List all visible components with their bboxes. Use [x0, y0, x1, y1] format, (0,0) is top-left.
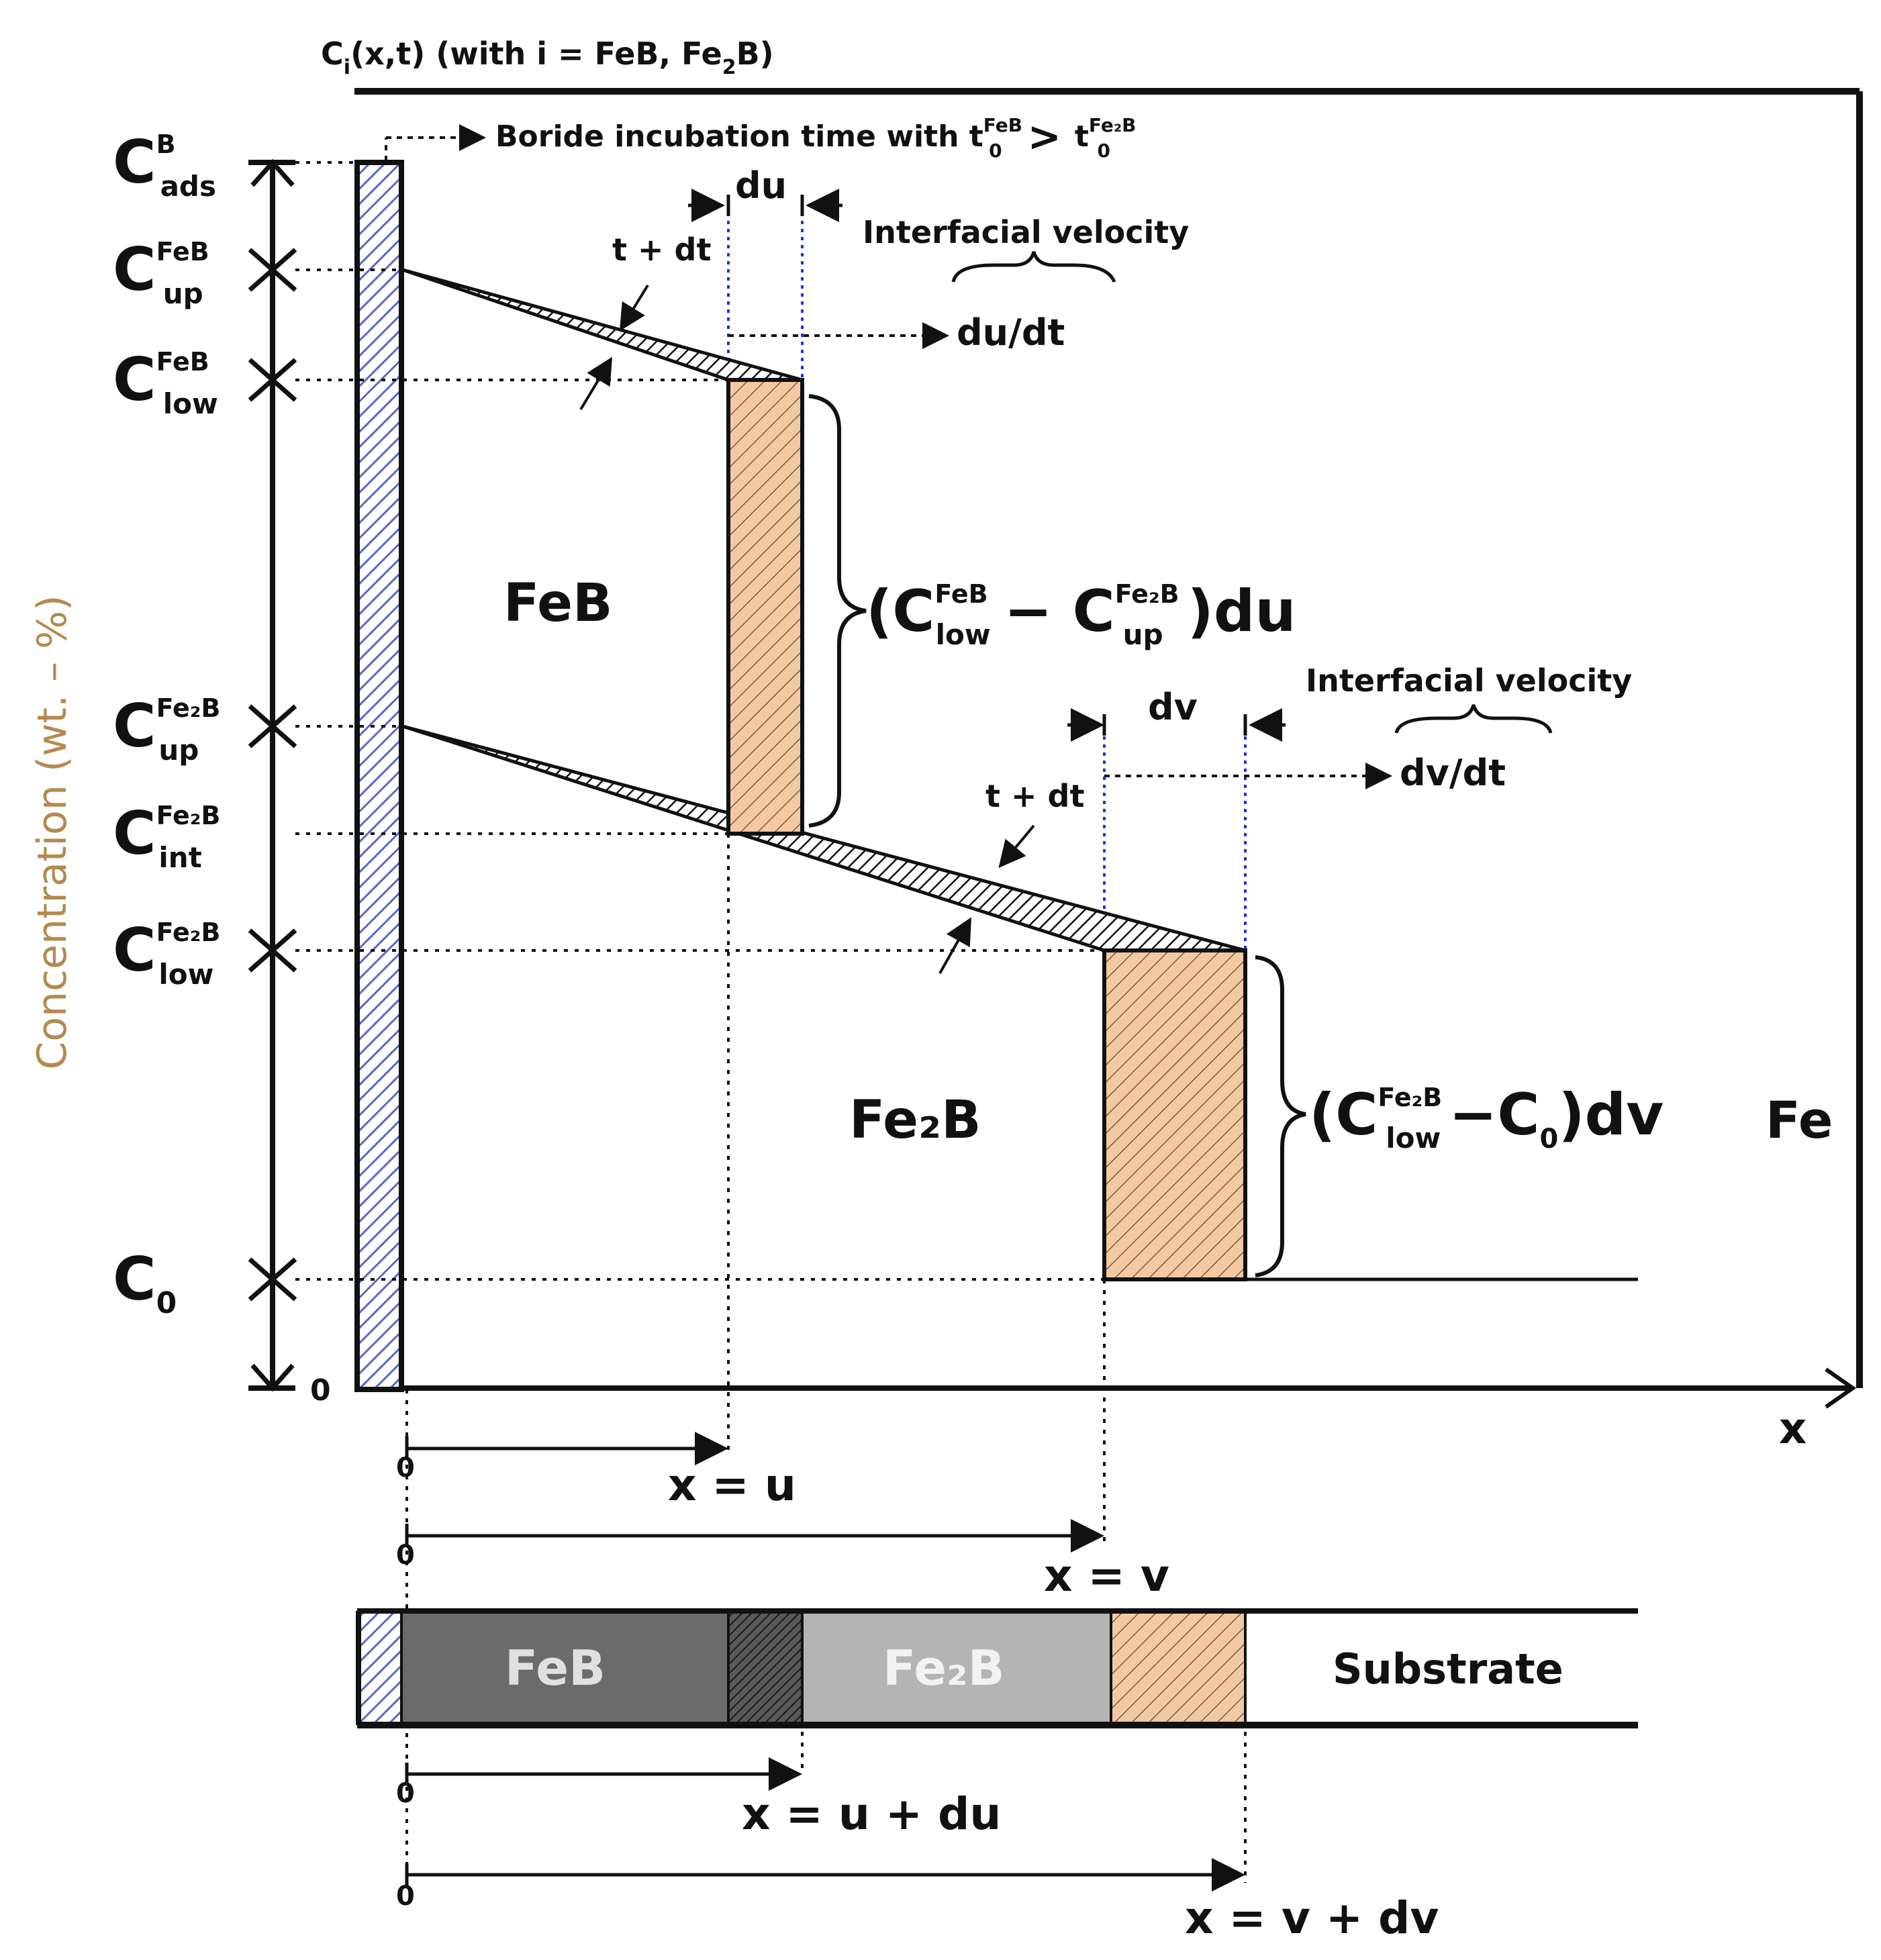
level-label-c-low-feb: CFeB low [113, 345, 218, 420]
du-marker [688, 189, 842, 222]
fe2b-brace [1255, 955, 1306, 1277]
t-dt-label-fe2b: t + dt [985, 778, 1084, 814]
adsorbed-boron-layer [354, 160, 404, 1392]
layer-strip [356, 1608, 1638, 1728]
interfacial-velocity-feb: Interfacial velocity [863, 214, 1189, 250]
incubation-label: Boride incubation time with tFeB 0 > tFe₂B 0 [495, 113, 1137, 162]
level-label-c-ads: CB ads [113, 128, 216, 203]
pos-x-u: x = u [668, 1459, 796, 1511]
origin-3: 0 [396, 1778, 415, 1809]
feb-interface-slab [726, 378, 804, 836]
scale-tick-c-low-fe2b [248, 928, 297, 973]
t-dt-label-feb: t + dt [612, 232, 711, 268]
fe2b-velocity-brace [1394, 704, 1553, 734]
level-label-c-up-feb: CFeB up [113, 235, 209, 310]
scale-tick-c-up-feb [248, 248, 297, 292]
fe2b-flux-formula: (CFe₂B low −C0)dv [1309, 1081, 1663, 1155]
scale-end-arrow [250, 158, 295, 187]
t-dt-pointers [579, 284, 1035, 974]
feb-profile [402, 268, 803, 382]
dv-dt-label: dv/dt [1400, 752, 1506, 794]
origin-4: 0 [396, 1881, 415, 1912]
region-feb: FeB [503, 573, 612, 634]
interfacial-velocity-fe2b: Interfacial velocity [1306, 663, 1632, 699]
function-label: Ci(x,t) (with i = FeB, Fe2B) [321, 36, 774, 79]
fe2b-profile [402, 724, 1246, 952]
level-label-c-int-fe2b: CFe₂B int [113, 799, 220, 874]
concentration-scale [248, 160, 295, 1391]
strip-feb-label: FeB [505, 1640, 606, 1696]
scale-ticks [248, 158, 297, 1392]
scale-end-arrow [250, 1363, 295, 1392]
level-label-c-up-fe2b: CFe₂B up [113, 691, 220, 767]
position-dimensions [405, 1432, 1245, 1892]
strip-substrate-label: Substrate [1333, 1645, 1563, 1694]
feb-flux-formula: (CFeB low − CFe₂B up)du [866, 578, 1296, 651]
region-fe: Fe [1766, 1090, 1833, 1150]
y-axis-label: Concentration (wt. – %) [29, 595, 76, 1069]
feb-brace [808, 394, 867, 828]
scale-tick-c-0 [248, 1257, 297, 1302]
origin-1: 0 [396, 1453, 415, 1483]
dashed-arrows [385, 124, 1392, 789]
pos-x-v-dv: x = v + dv [1185, 1892, 1439, 1944]
origin-2: 0 [396, 1540, 415, 1571]
pos-x-v: x = v [1044, 1550, 1169, 1602]
level-label-c-0: C0 [113, 1244, 177, 1320]
pos-x-u-du: x = u + du [742, 1788, 1001, 1840]
feb-velocity-brace [951, 251, 1116, 283]
scale-tick-c-low-feb [248, 358, 297, 402]
fe2b-interface-slab [1102, 948, 1247, 1281]
du-label: du [735, 164, 787, 207]
strip-fe2b-label: Fe₂B [883, 1640, 1005, 1696]
plot-frame [354, 88, 1863, 1409]
dv-label: dv [1148, 686, 1198, 728]
y-axis-zero: 0 [310, 1373, 331, 1408]
du-dt-label: du/dt [957, 311, 1065, 354]
interface-guides [727, 205, 1247, 950]
x-axis-label: x [1779, 1404, 1806, 1454]
scale-tick-c-up-fe2b [248, 704, 297, 748]
region-fe2b: Fe₂B [849, 1090, 981, 1150]
dv-marker [1067, 708, 1286, 742]
level-label-c-low-fe2b: CFe₂B low [113, 916, 220, 991]
level-labels: CB ads CFeB up CFeB low CFe₂B up CFe₂B int CFe₂B lo… [113, 128, 220, 1320]
